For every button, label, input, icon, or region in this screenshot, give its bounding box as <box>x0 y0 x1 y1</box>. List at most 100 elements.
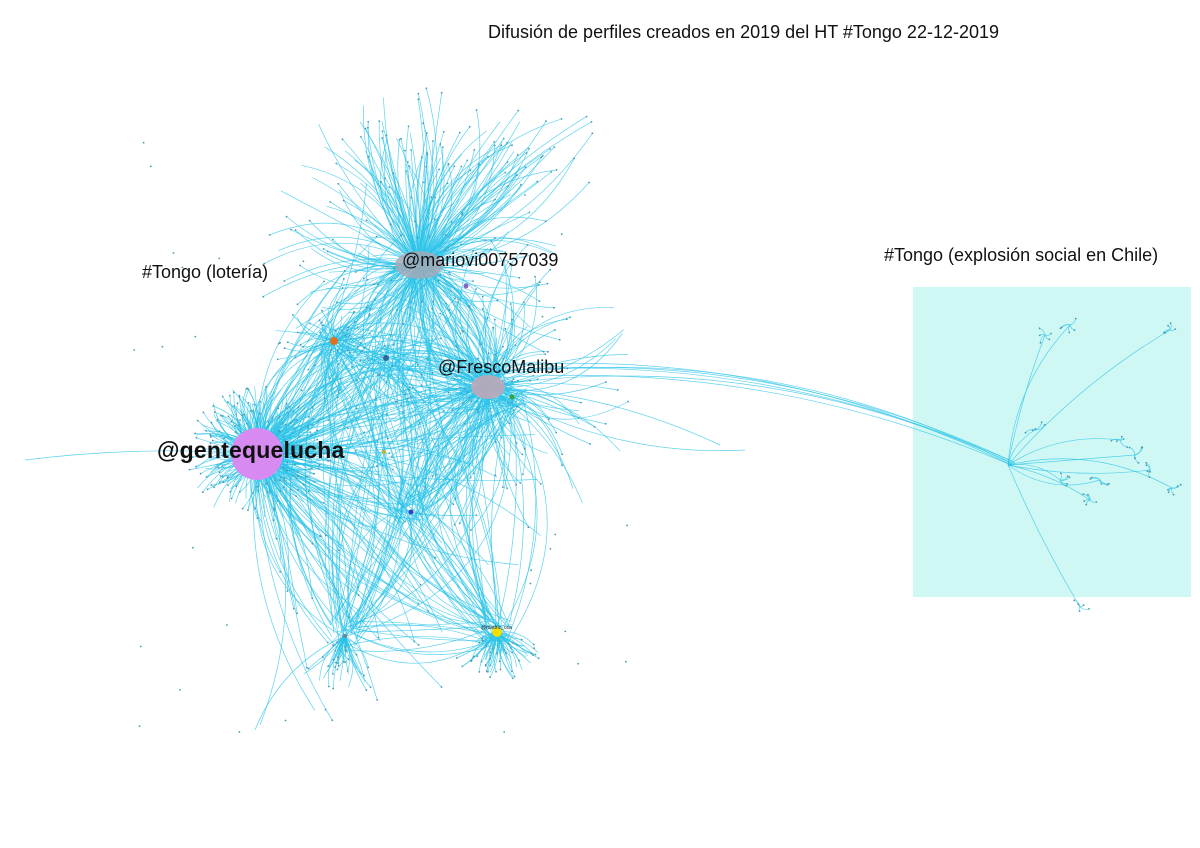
leaf-node <box>425 87 428 90</box>
leaf-node <box>346 427 349 430</box>
leaf-node <box>307 490 310 493</box>
leaf-node <box>1031 429 1034 432</box>
gentequelucha-node <box>231 428 283 480</box>
leaf-node <box>229 490 232 493</box>
leaf-nodes-layer <box>133 87 1182 733</box>
leaf-node <box>326 641 329 644</box>
leaf-node <box>499 668 502 671</box>
leaf-node <box>294 356 297 359</box>
leaf-node <box>256 517 259 520</box>
edge <box>418 132 461 266</box>
edge <box>1119 439 1128 448</box>
leaf-node <box>366 357 369 360</box>
leaf-node <box>487 352 490 355</box>
leaf-node <box>605 381 607 383</box>
leaf-node <box>510 647 512 649</box>
leaf-node <box>396 400 398 403</box>
edge <box>347 334 492 392</box>
leaf-node <box>447 163 450 166</box>
leaf-node <box>192 546 194 549</box>
hub-label-gentequelucha: @gentequelucha <box>157 437 345 463</box>
leaf-node <box>196 419 199 422</box>
leaf-node <box>327 460 329 462</box>
edge <box>465 400 498 630</box>
edge <box>422 265 524 623</box>
leaf-node <box>561 453 564 456</box>
leaf-node <box>604 422 607 425</box>
edge <box>346 626 493 652</box>
edge <box>344 628 501 664</box>
leaf-node <box>453 377 456 380</box>
leaf-node <box>439 143 442 145</box>
edge <box>411 382 484 504</box>
leaf-node <box>287 443 290 446</box>
leaf-node <box>470 529 472 531</box>
leaf-node <box>396 308 398 311</box>
leaf-node <box>400 404 402 406</box>
edge <box>487 386 721 446</box>
leaf-node <box>355 379 357 382</box>
leaf-node <box>1116 440 1118 442</box>
leaf-node <box>549 548 552 550</box>
leaf-node <box>329 201 332 203</box>
leaf-node <box>334 330 337 332</box>
leaf-node <box>489 664 492 667</box>
leaf-node <box>508 422 511 425</box>
leaf-node <box>227 401 229 403</box>
leaf-node <box>479 343 482 345</box>
leaf-node <box>352 312 355 315</box>
leaf-node <box>337 182 340 185</box>
leaf-node <box>624 660 627 663</box>
leaf-node <box>537 657 540 660</box>
leaf-node <box>561 464 563 467</box>
leaf-node <box>418 422 421 424</box>
leaf-node <box>400 137 402 140</box>
leaf-node <box>517 109 520 112</box>
leaf-node <box>417 644 420 646</box>
leaf-node <box>431 475 434 477</box>
leaf-node <box>385 381 388 384</box>
leaf-node <box>1146 470 1149 473</box>
leaf-node <box>391 468 394 471</box>
leaf-node <box>338 389 341 392</box>
leaf-node <box>285 469 288 472</box>
leaf-node <box>502 137 505 140</box>
leaf-node <box>219 475 222 477</box>
edge <box>395 348 490 376</box>
leaf-node <box>359 359 362 362</box>
leaf-node <box>422 122 425 125</box>
leaf-node <box>1145 464 1148 467</box>
leaf-node <box>348 616 350 619</box>
edge <box>301 164 420 266</box>
leaf-node <box>487 155 489 158</box>
leaf-node <box>216 418 219 421</box>
leaf-node <box>223 437 226 440</box>
leaf-node <box>380 180 383 183</box>
leaf-node <box>234 431 237 433</box>
leaf-node <box>354 321 356 323</box>
leaf-node <box>422 181 425 184</box>
leaf-node <box>357 594 360 597</box>
leaf-node <box>554 329 556 331</box>
leaf-node <box>365 219 368 222</box>
leaf-node <box>434 556 437 559</box>
leaf-node <box>410 396 412 398</box>
leaf-node <box>286 461 289 464</box>
leaf-node <box>343 270 346 272</box>
leaf-node <box>627 400 630 403</box>
leaf-node <box>337 363 340 365</box>
leaf-node <box>238 731 241 733</box>
leaf-node <box>511 401 513 404</box>
leaf-node <box>293 428 296 430</box>
leaf-node <box>593 426 596 428</box>
leaf-node <box>221 415 224 417</box>
leaf-node <box>295 477 298 480</box>
edge <box>347 514 413 628</box>
leaf-node <box>507 402 509 404</box>
leaf-node <box>453 523 456 526</box>
hub-nodes-layer <box>231 251 515 638</box>
edge <box>1007 464 1151 474</box>
leaf-node <box>343 661 345 663</box>
leaf-node <box>450 258 452 260</box>
leaf-node <box>322 324 324 327</box>
